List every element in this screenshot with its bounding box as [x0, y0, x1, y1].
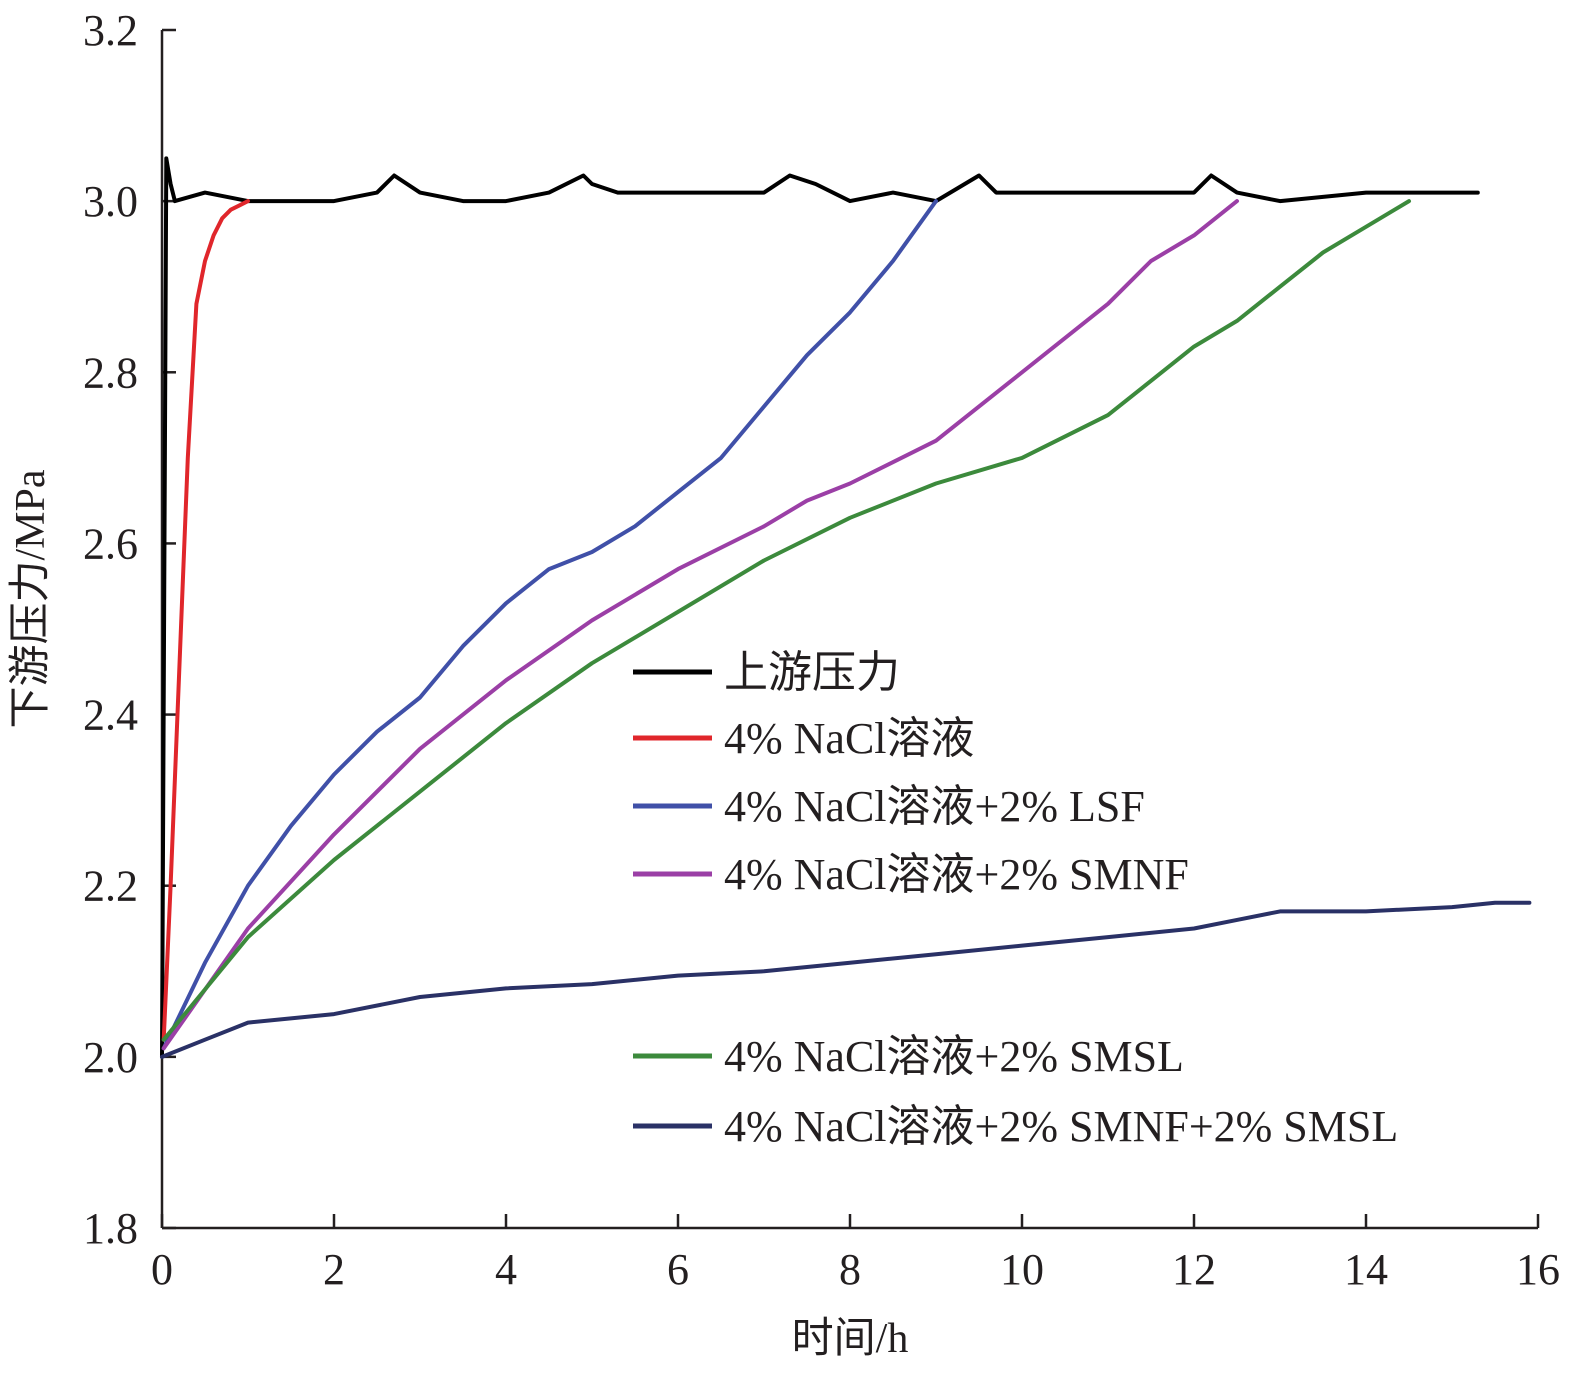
- y-ticks: 1.8 2.0 2.2 2.4 2.6 2.8 3.0 3.2: [83, 6, 176, 1253]
- x-tick-label: 12: [1172, 1245, 1216, 1294]
- y-axis-title: 下游压力/MPa: [8, 469, 54, 728]
- y-tick-label: 1.8: [83, 1204, 138, 1253]
- legend: 上游压力 4% NaCl溶液 4% NaCl溶液+2% LSF 4% NaCl溶液+2…: [633, 648, 1398, 1151]
- x-tick-label: 10: [1000, 1245, 1044, 1294]
- y-tick-label: 3.2: [83, 6, 138, 55]
- legend-label-4: 4% NaCl溶液+2% SMNF: [724, 850, 1189, 899]
- y-tick-label: 2.2: [83, 862, 138, 911]
- y-tick-label: 2.4: [83, 691, 138, 740]
- y-tick-label: 2.8: [83, 348, 138, 397]
- x-tick-label: 2: [323, 1245, 345, 1294]
- legend-label-3: 4% NaCl溶液+2% LSF: [724, 782, 1145, 831]
- x-tick-label: 6: [667, 1245, 689, 1294]
- legend-label-5: 4% NaCl溶液+2% SMSL: [724, 1032, 1184, 1081]
- x-tick-label: 4: [495, 1245, 517, 1294]
- x-tick-label: 16: [1516, 1245, 1560, 1294]
- x-ticks: 0 2 4 6 8 10 12 14 16: [151, 1214, 1560, 1294]
- series-line-1: [160, 156, 1480, 1059]
- series-line-4: [161, 199, 1239, 1051]
- x-tick-label: 0: [151, 1245, 173, 1294]
- series-line-3: [161, 199, 938, 1051]
- y-tick-label: 2.6: [83, 519, 138, 568]
- legend-label-6: 4% NaCl溶液+2% SMNF+2% SMSL: [724, 1102, 1398, 1151]
- series-line-6: [160, 900, 1532, 1059]
- legend-label-2: 4% NaCl溶液: [724, 714, 975, 763]
- series-line-5: [161, 199, 1411, 1042]
- series-line-2: [161, 199, 250, 1042]
- y-tick-label: 3.0: [83, 177, 138, 226]
- legend-label-1: 上游压力: [724, 648, 900, 697]
- plot-area: 0 2 4 6 8 10 12 14 16 1.8 2.0 2.2 2.4 2.6 2.8 3.0 3.2: [83, 6, 1560, 1294]
- x-axis-title: 时间/h: [792, 1316, 909, 1362]
- y-tick-label: 2.0: [83, 1033, 138, 1082]
- series-group: [160, 156, 1532, 1059]
- x-tick-label: 8: [839, 1245, 861, 1294]
- x-tick-label: 14: [1344, 1245, 1388, 1294]
